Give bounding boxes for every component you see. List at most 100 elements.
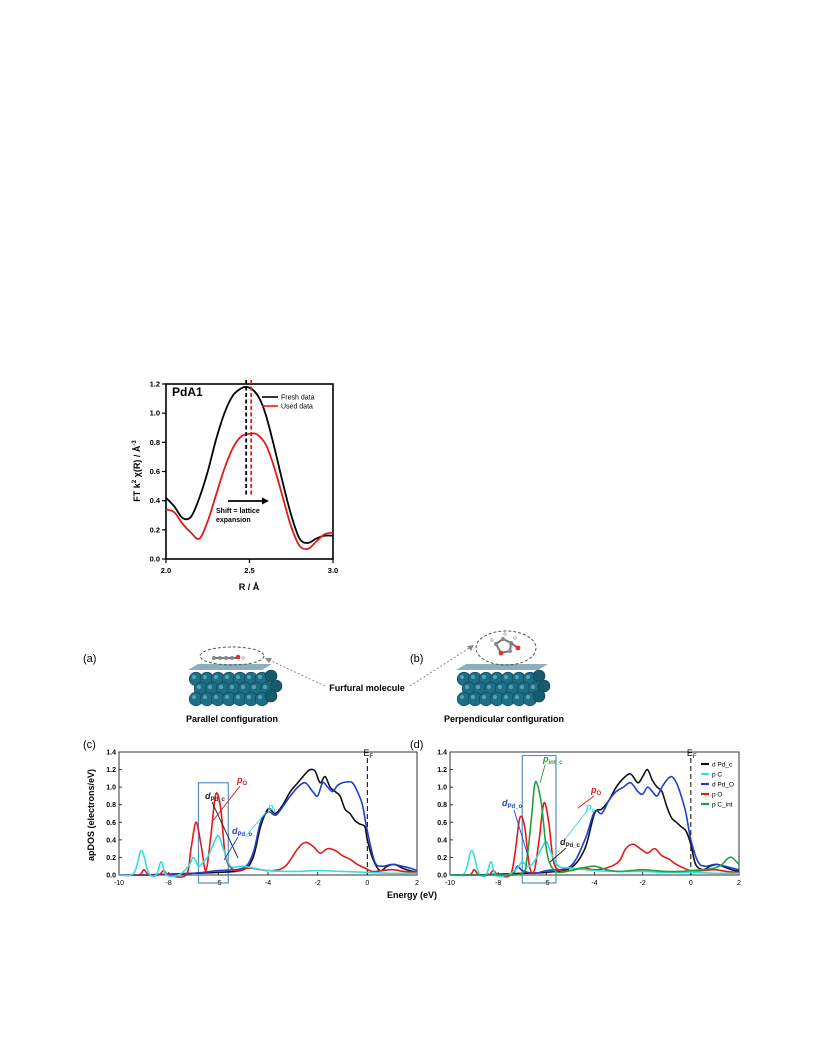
x-tick-label: -8 [495,880,501,887]
y-tick-label: 1.4 [437,750,447,757]
pda1-peak-markers [245,380,253,496]
slab-atom-highlight [252,685,256,689]
slab-atom-highlight [460,695,464,699]
y-tick-label: 1.2 [150,380,160,389]
x-tick-label: -2 [315,880,321,887]
slab-atom-highlight [208,685,212,689]
slab-atom-highlight [520,685,524,689]
y-tick-label: 0.6 [150,467,160,476]
pdos-d-series-d-pd-o [449,775,740,876]
slab-atom-highlight [509,685,513,689]
furfural-pointer-b-head [467,645,474,651]
x-tick-label: -10 [114,880,124,887]
y-tick-label: 0.8 [150,438,160,447]
pdos-d-annotation-d-pd-o: dPd_o [502,798,523,810]
y-tick-label: 0.0 [150,555,160,564]
slab-atom-highlight [241,685,245,689]
legend-label: p C_int [712,802,733,809]
x-tick-label: 2.5 [244,566,254,575]
slab-atom-highlight [482,675,486,679]
slab-atom-highlight [471,695,475,699]
legend-label: d Pd_c [712,762,733,769]
pdos-d-series-p-c-int [449,780,740,876]
furfural-molecule-label: Furfural molecule [329,683,405,693]
y-tick-label: 1.0 [437,785,447,792]
slab-atom-highlight [192,675,196,679]
slab-atom-side [532,689,546,703]
furfural-pointer-a-head [265,658,272,663]
slab-atom-highlight [526,695,530,699]
pdos-y-axis-title: apDOS (electrons/eV) [86,769,96,861]
shift-arrow-head [262,497,269,505]
x-tick-label: 2 [415,880,419,887]
legend-label: p O [712,792,722,799]
fermi-level-label: EF [687,748,697,760]
y-tick-label: 0.8 [437,802,447,809]
slab-atom-highlight [493,675,497,679]
legend-used-label: Used data [281,404,313,411]
y-tick-label: 0.2 [106,855,116,862]
y-tick-label: 0.6 [437,820,447,827]
perpendicular-slab-illustration: Perpendicular configuration [444,630,564,724]
slab-atom-highlight [236,675,240,679]
y-tick-label: 0.2 [437,855,447,862]
pdos-c-series-d-pd-o [118,780,418,876]
y-tick-label: 0.4 [150,496,161,505]
pdos-d-annotation-p-c: pc [585,802,596,814]
x-tick-label: 0 [689,880,693,887]
panel-label-c: (c) [83,739,96,751]
slab-atom-highlight [465,685,469,689]
slab-atom-side [264,669,278,683]
slab-atom-highlight [482,695,486,699]
slab-atom-highlight [493,695,497,699]
pdos-c-annotation-leader [211,785,241,823]
slab-atom-highlight [236,695,240,699]
pdos-d-annotation-p-int-c: pint_c [542,754,563,766]
pdos-c-annotation-p-c: pc [267,802,278,814]
panel-label-d: (d) [410,739,423,751]
pdos-d-annotation-leader [549,847,567,863]
perpendicular-furfural-molecule [490,632,521,656]
parallel-furfural-molecule [212,654,245,660]
panel-label-a: (a) [83,653,96,665]
pdos-d-annotation-leader [539,764,546,784]
perpendicular-caption: Perpendicular configuration [444,714,564,724]
legend-label: d Pd_O [712,782,734,789]
shift-annotation-line2: expansion [216,517,251,524]
pda1-x-axis-title: R / Å [239,582,260,592]
slab-atom-highlight [504,675,508,679]
y-tick-label: 0.2 [150,525,160,534]
pda1-chart: 2.0 2.5 3.0 0.0 0.2 0.4 0.6 0.8 1.0 1.2 PdA1 Fres… [132,380,338,593]
y-tick-label: 1.0 [106,785,116,792]
parallel-caption: Parallel configuration [186,714,278,724]
pdos-c-series-d-pd-c [118,768,418,876]
slab-atom-highlight [225,675,229,679]
y-tick-label: 1.2 [437,767,447,774]
x-tick-label: 3.0 [328,566,338,575]
slab-atom-highlight [263,685,267,689]
slab-atom-highlight [258,675,262,679]
slab-atom-highlight [230,685,234,689]
slab-atom-highlight [247,675,251,679]
slab-atom-highlight [498,685,502,689]
x-tick-label: 2 [737,880,741,887]
slab-atom-side [269,679,283,693]
slab-atom-highlight [504,695,508,699]
slab-atom-highlight [197,685,201,689]
furfural-pointer-b [409,644,475,687]
slab-atom-side [532,669,546,683]
pdos-c-annotation-d-pd-o: dPd_o [232,826,253,838]
slab-atom-highlight [487,685,491,689]
pda1-y-axis-title: FT k2 χ(R) / Å-3 [132,440,142,502]
pdos-d-annotations: pint_c pO dPd_o pc dPd_c [502,754,602,863]
slab-atom-highlight [203,695,207,699]
parallel-molecule-highlight [199,646,265,666]
y-tick-label: 1.4 [106,750,116,757]
x-tick-label: -4 [591,880,597,887]
slab-atom-highlight [203,675,207,679]
y-tick-label: 0.0 [106,873,116,880]
pdos-c-annotation-p-o: pO [236,775,248,787]
y-tick-label: 0.6 [106,820,116,827]
legend-fresh-label: Fresh data [281,395,315,402]
